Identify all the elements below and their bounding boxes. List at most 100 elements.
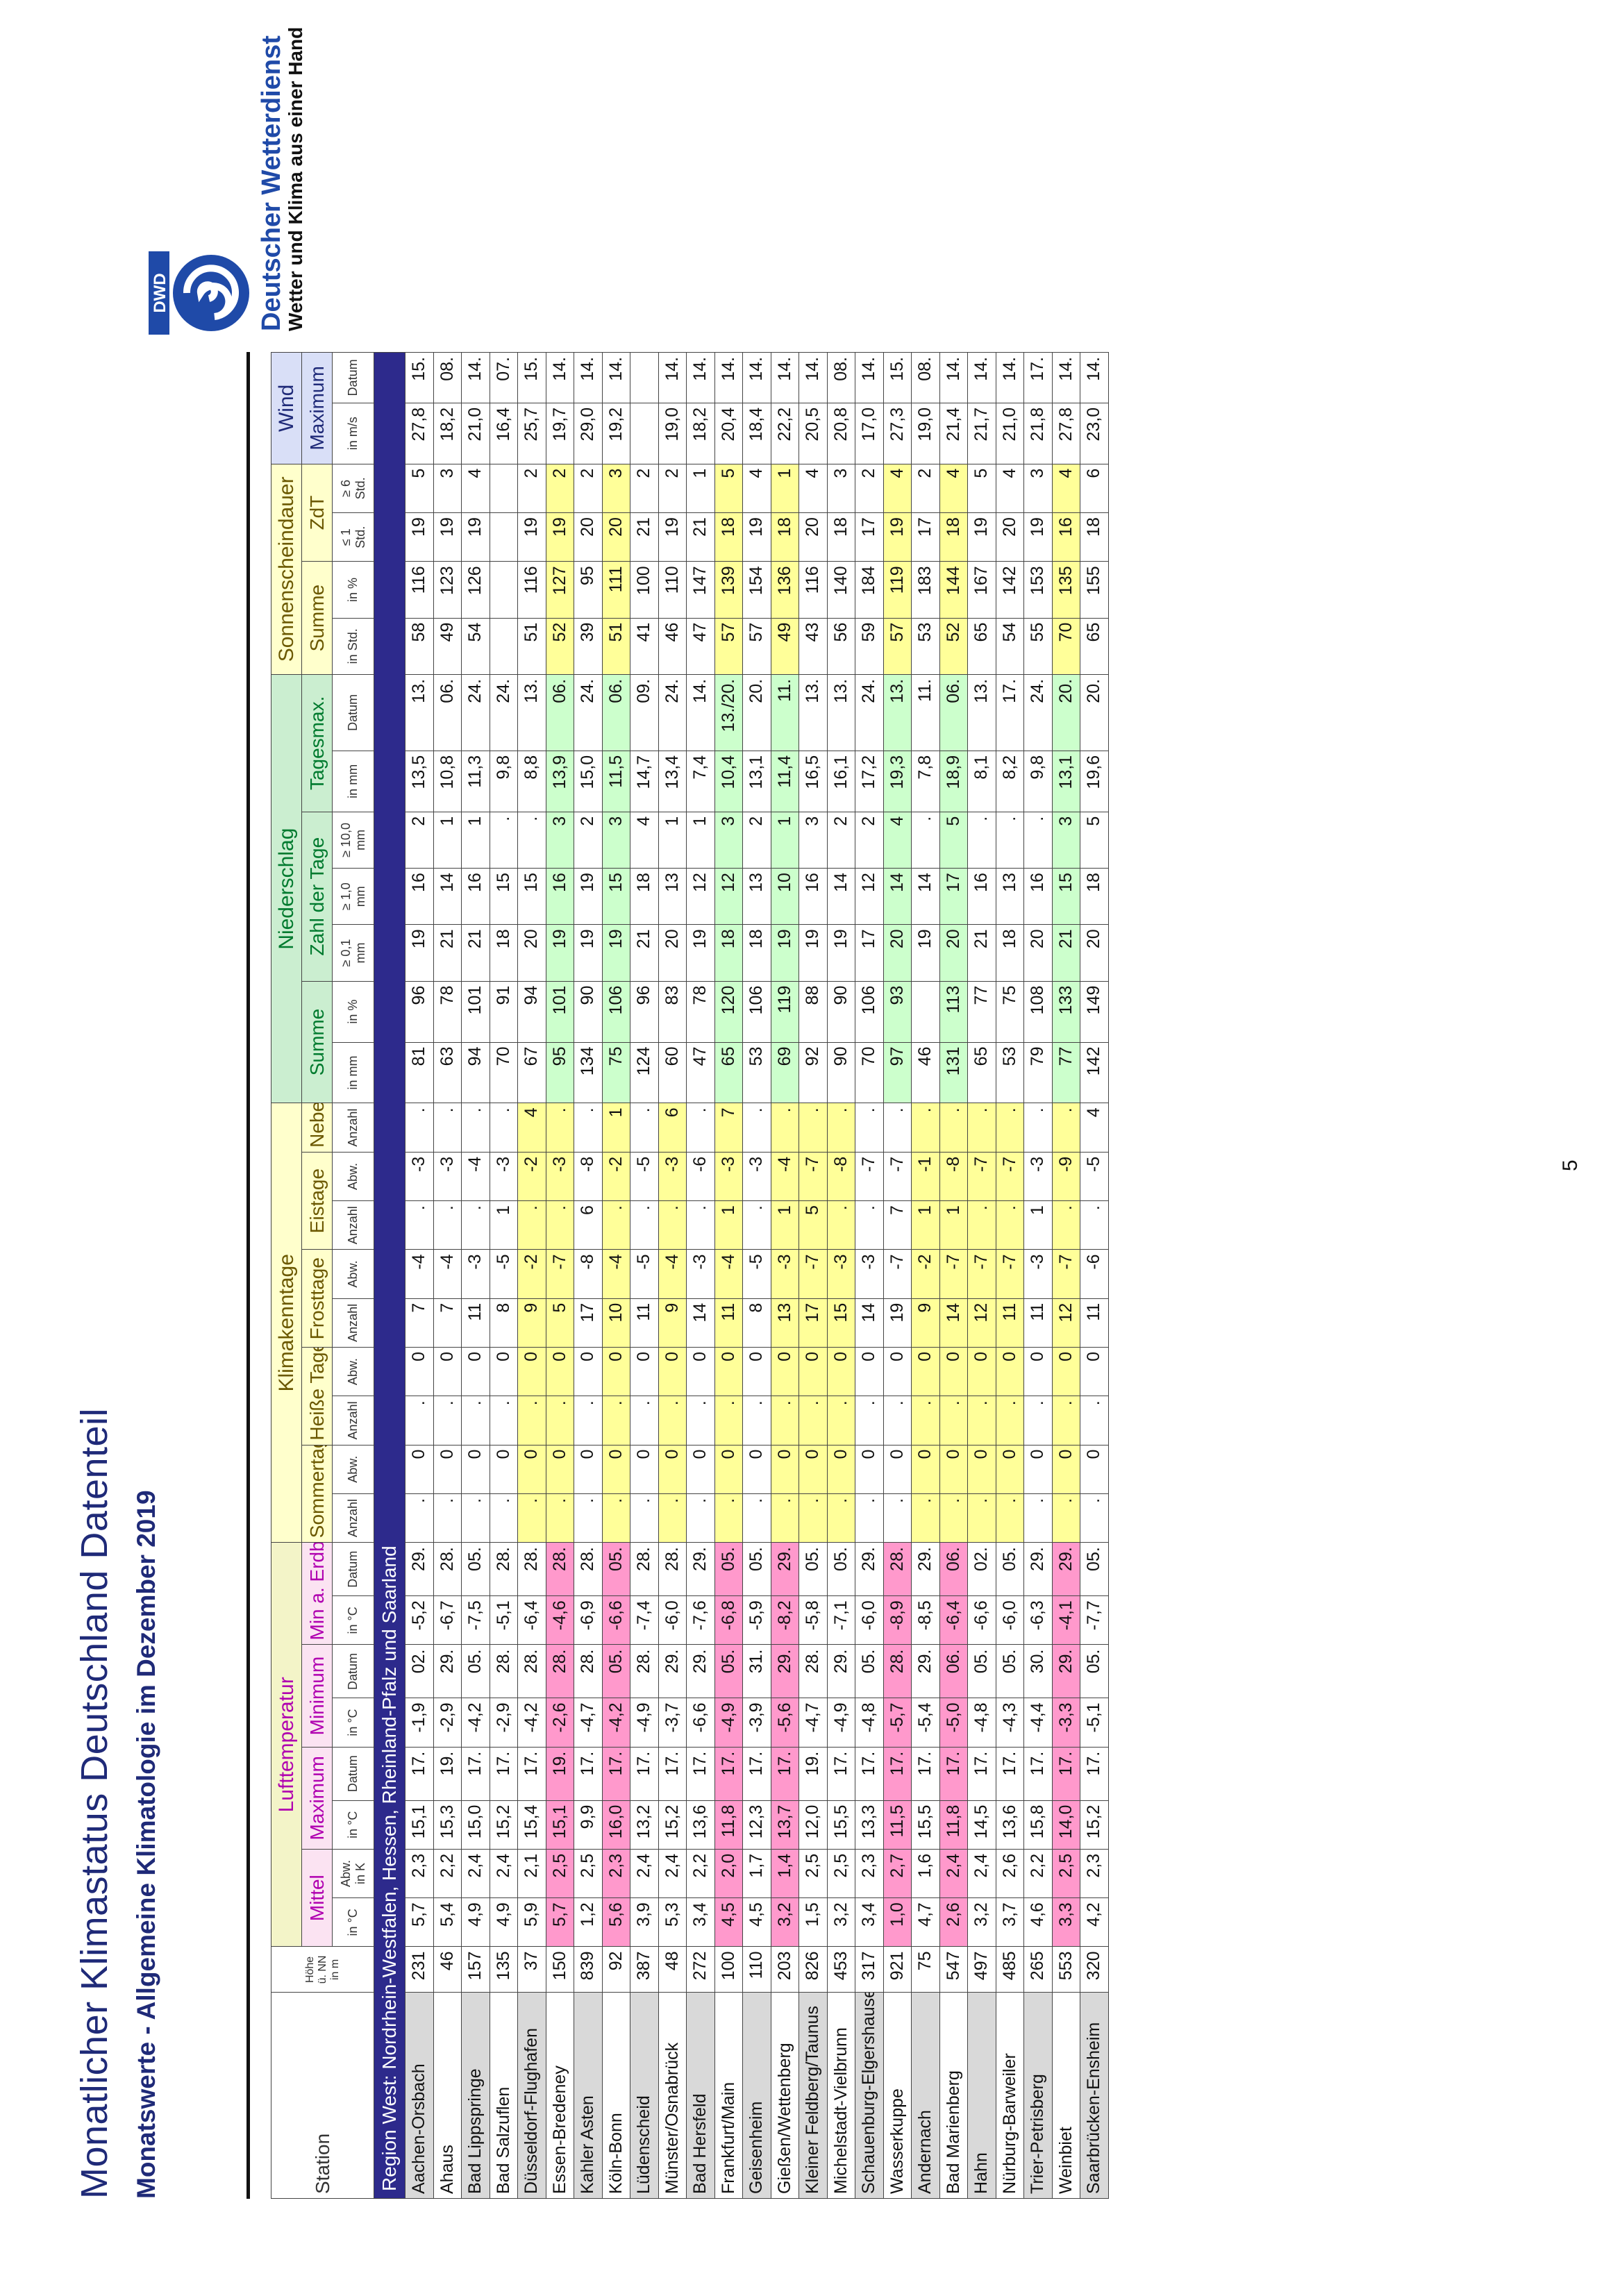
table-row: Essen-Bredeney 150 5,7 2,5 15,1 19. -2,6 28. -4,… [546,352,574,2199]
station-name: Frankfurt/Main [714,1992,743,2199]
table-cell: 2 [911,464,939,513]
table-cell: 12 [686,868,714,925]
unit-header: Abw. [332,1445,374,1494]
table-cell: 119 [883,561,912,619]
table-cell: . [686,1103,714,1153]
table-cell: 136 [771,561,799,619]
unit-header: Datum [332,1747,374,1801]
table-cell: -8 [939,1152,968,1201]
table-cell: 67 [517,1042,546,1103]
table-cell: 14. [855,352,883,403]
table-cell: -8 [574,1152,602,1201]
table-cell: 20. [742,674,771,751]
table-cell: 3 [714,812,743,869]
table-cell: 20 [517,924,546,982]
table-cell: 14. [771,352,799,403]
table-cell: 11,3 [461,751,490,812]
table-cell: 65 [967,618,996,675]
table-cell: -7 [967,1249,996,1299]
table-cell: 116 [799,561,827,619]
table-cell: -4,8 [855,1698,883,1748]
table-cell: 0 [433,1347,462,1396]
table-cell: 37 [517,1946,546,1993]
table-cell: 0 [883,1445,912,1494]
table-cell: 0 [827,1347,855,1396]
table-cell: 58 [405,618,433,675]
table-cell: 4 [883,464,912,513]
table-cell: 19 [405,512,433,562]
klima-group-header: Klimakenntage [271,1103,302,1543]
table-cell: 0 [1052,1445,1080,1494]
table-cell: 39 [574,618,602,675]
table-cell: -3 [686,1249,714,1299]
table-cell: -6,7 [433,1595,462,1645]
table-cell: . [742,1396,771,1446]
table-cell: 20 [574,512,602,562]
table-cell: . [461,1103,490,1153]
luft-group-header: Lufttemperatur [271,1542,302,1947]
table-cell: 2,3 [1080,1849,1108,1898]
table-cell: 5,6 [602,1897,630,1947]
table-cell: 18 [630,868,658,925]
table-cell: 0 [461,1347,490,1396]
table-cell: 09. [630,674,658,751]
table-cell: . [433,1103,462,1153]
table-cell: 15,2 [1080,1800,1108,1850]
table-cell: 3 [546,812,574,869]
table-row: Bad Lippspringe 157 4,9 2,4 15,0 17. -4,2 05. -7… [461,352,490,2199]
station-name: Gießen/Wettenberg [771,1992,799,2199]
table-cell: 5 [799,1200,827,1250]
table-cell: 387 [630,1946,658,1993]
table-cell: 15 [827,1298,855,1348]
table-cell: 0 [405,1347,433,1396]
table-cell: 1 [433,812,462,869]
table-cell: -5 [630,1152,658,1201]
heisse-tage-header: Heiße Tage [301,1347,333,1446]
table-cell: 15. [405,352,433,403]
table-cell: 272 [686,1946,714,1993]
table-cell: . [490,1103,518,1153]
table-cell: 3 [433,464,462,513]
table-cell: 3,2 [827,1897,855,1947]
table-cell: 31. [742,1645,771,1698]
table-cell: -7 [883,1152,912,1201]
table-cell: 2 [574,464,602,513]
unit-header: Abw. [332,1249,374,1299]
table-cell: 6 [658,1103,687,1153]
table-cell: 28. [546,1542,574,1596]
table-cell: 21,8 [1023,403,1052,464]
table-cell: 15,1 [405,1800,433,1850]
sonne-group-header: Sonnenscheindauer [271,464,302,675]
table-cell: 05. [602,1542,630,1596]
table-cell: 28. [574,1542,602,1596]
table-cell: 3,9 [630,1897,658,1947]
table-cell: 88 [799,981,827,1043]
unit-header: in mm [332,751,374,812]
table-cell: 9,9 [574,1800,602,1850]
table-cell: 183 [911,561,939,619]
table-cell: 17. [911,1747,939,1801]
table-cell: 49 [433,618,462,675]
table-row: Ahaus 46 5,4 2,2 15,3 19. -2,9 29. -6,7 28.. 0. 0 7-… [433,352,462,2199]
table-cell: 0 [827,1445,855,1494]
table-cell: -7 [855,1152,883,1201]
table-cell: 20,5 [799,403,827,464]
table-cell: . [996,812,1024,869]
table-cell: 65 [967,1042,996,1103]
table-cell: 63 [433,1042,462,1103]
table-cell: . [1052,1493,1080,1543]
table-cell: 11,4 [771,751,799,812]
table-cell: . [461,1200,490,1250]
table-cell: 5,7 [546,1897,574,1947]
table-cell: 17. [742,1747,771,1801]
table-cell: 20,4 [714,403,743,464]
table-cell: -6,0 [855,1595,883,1645]
table-cell: . [630,1493,658,1543]
table-cell: . [1023,1103,1052,1153]
table-cell: -3 [855,1249,883,1299]
table-cell: 2 [517,464,546,513]
table-cell: 8,8 [517,751,546,812]
table-cell: 14 [827,868,855,925]
table-cell: 19 [911,924,939,982]
table-cell: -6,4 [517,1595,546,1645]
